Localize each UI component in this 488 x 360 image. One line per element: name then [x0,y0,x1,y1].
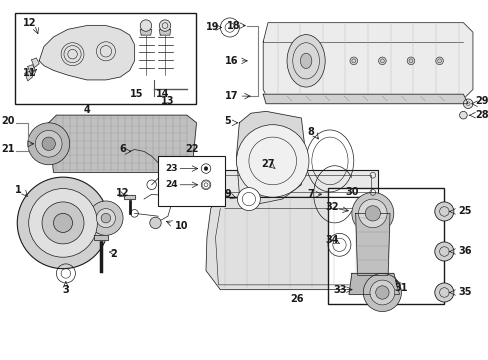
Text: 35: 35 [458,288,471,297]
Polygon shape [159,30,170,35]
Polygon shape [140,30,151,35]
Text: 13: 13 [161,96,174,106]
Circle shape [363,274,401,311]
Polygon shape [94,235,107,240]
Text: 3: 3 [62,285,69,294]
Circle shape [378,57,386,65]
Circle shape [369,280,394,305]
Text: 29: 29 [474,96,488,106]
Circle shape [53,213,72,233]
Text: 31: 31 [394,283,407,293]
Polygon shape [263,23,472,99]
Text: 9: 9 [224,189,231,199]
Text: 2: 2 [110,249,117,259]
Polygon shape [348,274,399,294]
Circle shape [140,20,151,31]
Text: 30: 30 [345,188,358,197]
Ellipse shape [300,53,311,68]
Circle shape [101,213,110,223]
Text: 17: 17 [224,91,238,101]
Text: 10: 10 [174,221,188,231]
Circle shape [42,137,55,150]
Circle shape [29,189,97,257]
Text: 7: 7 [307,189,314,199]
Text: 28: 28 [474,110,488,120]
Polygon shape [32,58,39,68]
Circle shape [349,57,357,65]
Ellipse shape [286,35,325,87]
Text: 20: 20 [1,116,14,126]
Circle shape [365,206,380,221]
Circle shape [358,199,386,228]
Text: 14: 14 [156,89,169,99]
Circle shape [459,111,466,119]
Text: 34: 34 [325,235,338,245]
Polygon shape [355,213,389,275]
Text: 11: 11 [23,68,36,78]
Circle shape [35,130,62,157]
Circle shape [407,57,414,65]
Circle shape [435,57,443,65]
Polygon shape [215,171,377,197]
Circle shape [203,167,207,171]
Circle shape [28,123,70,165]
Polygon shape [124,195,135,199]
Circle shape [201,164,210,173]
Circle shape [17,177,108,269]
Text: 19: 19 [205,22,219,32]
Text: 27: 27 [261,159,274,169]
Circle shape [236,125,308,197]
Polygon shape [28,65,35,74]
Text: 26: 26 [289,294,303,304]
Text: 4: 4 [83,105,90,116]
Bar [327,188,444,304]
Circle shape [434,202,453,221]
Text: 15: 15 [129,89,143,99]
Circle shape [220,18,239,37]
Circle shape [434,242,453,261]
Text: 21: 21 [1,144,14,154]
Text: 8: 8 [307,127,314,137]
Text: 36: 36 [458,247,471,256]
Text: 32: 32 [325,202,338,212]
Text: 25: 25 [458,206,471,216]
Circle shape [42,202,84,244]
Text: 6: 6 [120,144,126,154]
Circle shape [89,201,123,235]
Circle shape [159,20,170,31]
Text: 24: 24 [164,180,177,189]
Polygon shape [25,71,32,81]
Text: 12: 12 [116,188,129,198]
Text: 5: 5 [224,116,231,126]
Circle shape [96,208,115,228]
Text: 22: 22 [184,144,198,154]
Text: 16: 16 [224,56,238,66]
Circle shape [351,192,393,234]
Polygon shape [236,111,304,204]
Circle shape [149,217,161,229]
Polygon shape [39,26,134,80]
Text: 1: 1 [15,185,21,194]
Text: 18: 18 [226,21,240,31]
Bar [15,13,196,104]
Text: 23: 23 [164,164,177,173]
Circle shape [434,283,453,302]
Circle shape [237,188,260,211]
Polygon shape [49,115,196,172]
Circle shape [463,99,472,108]
Circle shape [375,286,388,299]
Bar [158,156,224,206]
Text: 33: 33 [333,285,346,294]
Polygon shape [205,197,387,290]
Text: 12: 12 [23,18,36,28]
Circle shape [201,180,210,189]
Polygon shape [263,94,467,104]
